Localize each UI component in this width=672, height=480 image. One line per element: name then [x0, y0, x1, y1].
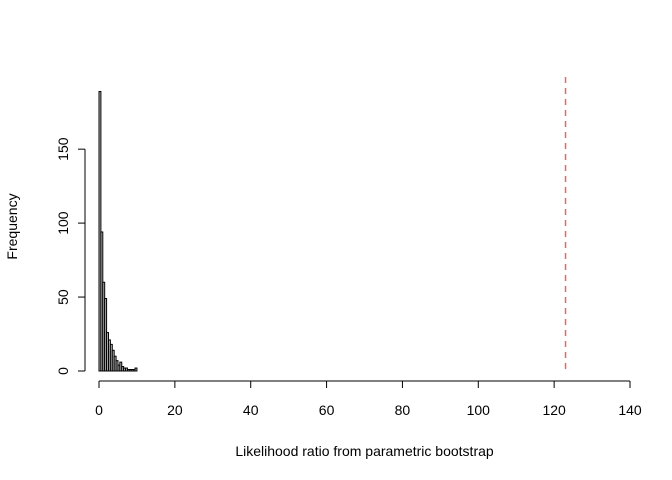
y-tick-label: 100 — [55, 211, 71, 235]
y-tick-label: 50 — [55, 289, 71, 305]
x-tick-label: 20 — [167, 402, 183, 418]
x-tick-label: 60 — [319, 402, 335, 418]
x-tick-label: 120 — [542, 402, 566, 418]
histogram-bar-19 — [134, 367, 138, 372]
x-tick-label: 0 — [95, 402, 103, 418]
x-tick-label: 100 — [467, 402, 491, 418]
x-tick-label: 80 — [395, 402, 411, 418]
histogram-bars — [98, 90, 138, 372]
x-axis-title: Likelihood ratio from parametric bootstr… — [235, 443, 494, 459]
x-tick-label: 40 — [243, 402, 259, 418]
x-tick-label: 140 — [618, 402, 642, 418]
x-axis: 0 20 40 60 80 100 120 140 — [95, 380, 642, 418]
histogram-bar-0 — [98, 90, 102, 372]
y-axis-title: Frequency — [4, 193, 20, 259]
y-axis: 0 50 100 150 — [55, 137, 86, 375]
y-tick-label: 0 — [55, 367, 71, 375]
y-tick-label: 150 — [55, 137, 71, 161]
